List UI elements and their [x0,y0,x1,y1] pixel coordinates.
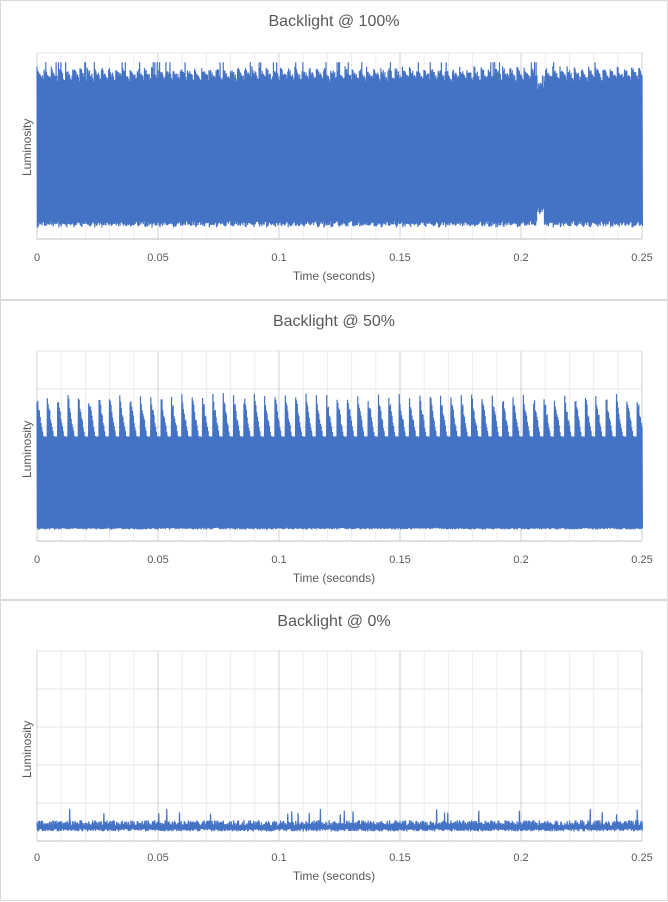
chart-plot: 0 0.05 0.1 0.15 0.2 0.25 [34,52,653,264]
luminosity-series-line [36,392,643,530]
x-tick-label: 0.15 [389,852,410,864]
chart-plot: 0 0.05 0.1 0.15 0.2 0.25 [34,650,653,864]
x-tick-label: 0.25 [631,852,652,864]
chart-panel-50: Backlight @ 50% Luminosity Time (seconds… [0,300,668,600]
x-tick-label: 0 [34,852,40,864]
x-tick-label: 0.15 [389,554,410,566]
luminosity-series-line [36,62,643,228]
x-tick-label: 0.1 [271,554,286,566]
x-tick-label: 0.1 [271,852,286,864]
x-tick-label: 0.2 [513,252,528,264]
x-tick-label: 0.2 [513,852,528,864]
chart-panel-0: Backlight @ 0% Luminosity Time (seconds)… [0,600,668,901]
x-tick-label: 0.15 [389,252,410,264]
x-tick-label: 0.05 [147,852,168,864]
x-axis-label: Time (seconds) [292,869,376,883]
x-tick-label: 0.1 [271,252,286,264]
x-tick-label: 0.2 [513,554,528,566]
x-tick-label: 0.05 [147,252,168,264]
x-axis-label: Time (seconds) [292,269,376,283]
chart-title: Backlight @ 0% [277,613,391,630]
x-tick-label: 0 [34,554,40,566]
luminosity-series-line [36,808,643,832]
chart-title: Backlight @ 100% [268,13,400,30]
x-tick-label: 0.05 [147,554,168,566]
x-tick-label: 0 [34,252,40,264]
chart-title: Backlight @ 50% [272,313,396,330]
chart-panel-100: Backlight @ 100% Luminosity Time (second… [0,0,668,300]
x-tick-label: 0.25 [631,554,652,566]
x-axis-label: Time (seconds) [292,571,376,585]
chart-plot: 0 0.05 0.1 0.15 0.2 0.25 [34,350,653,566]
x-tick-label: 0.25 [631,252,652,264]
